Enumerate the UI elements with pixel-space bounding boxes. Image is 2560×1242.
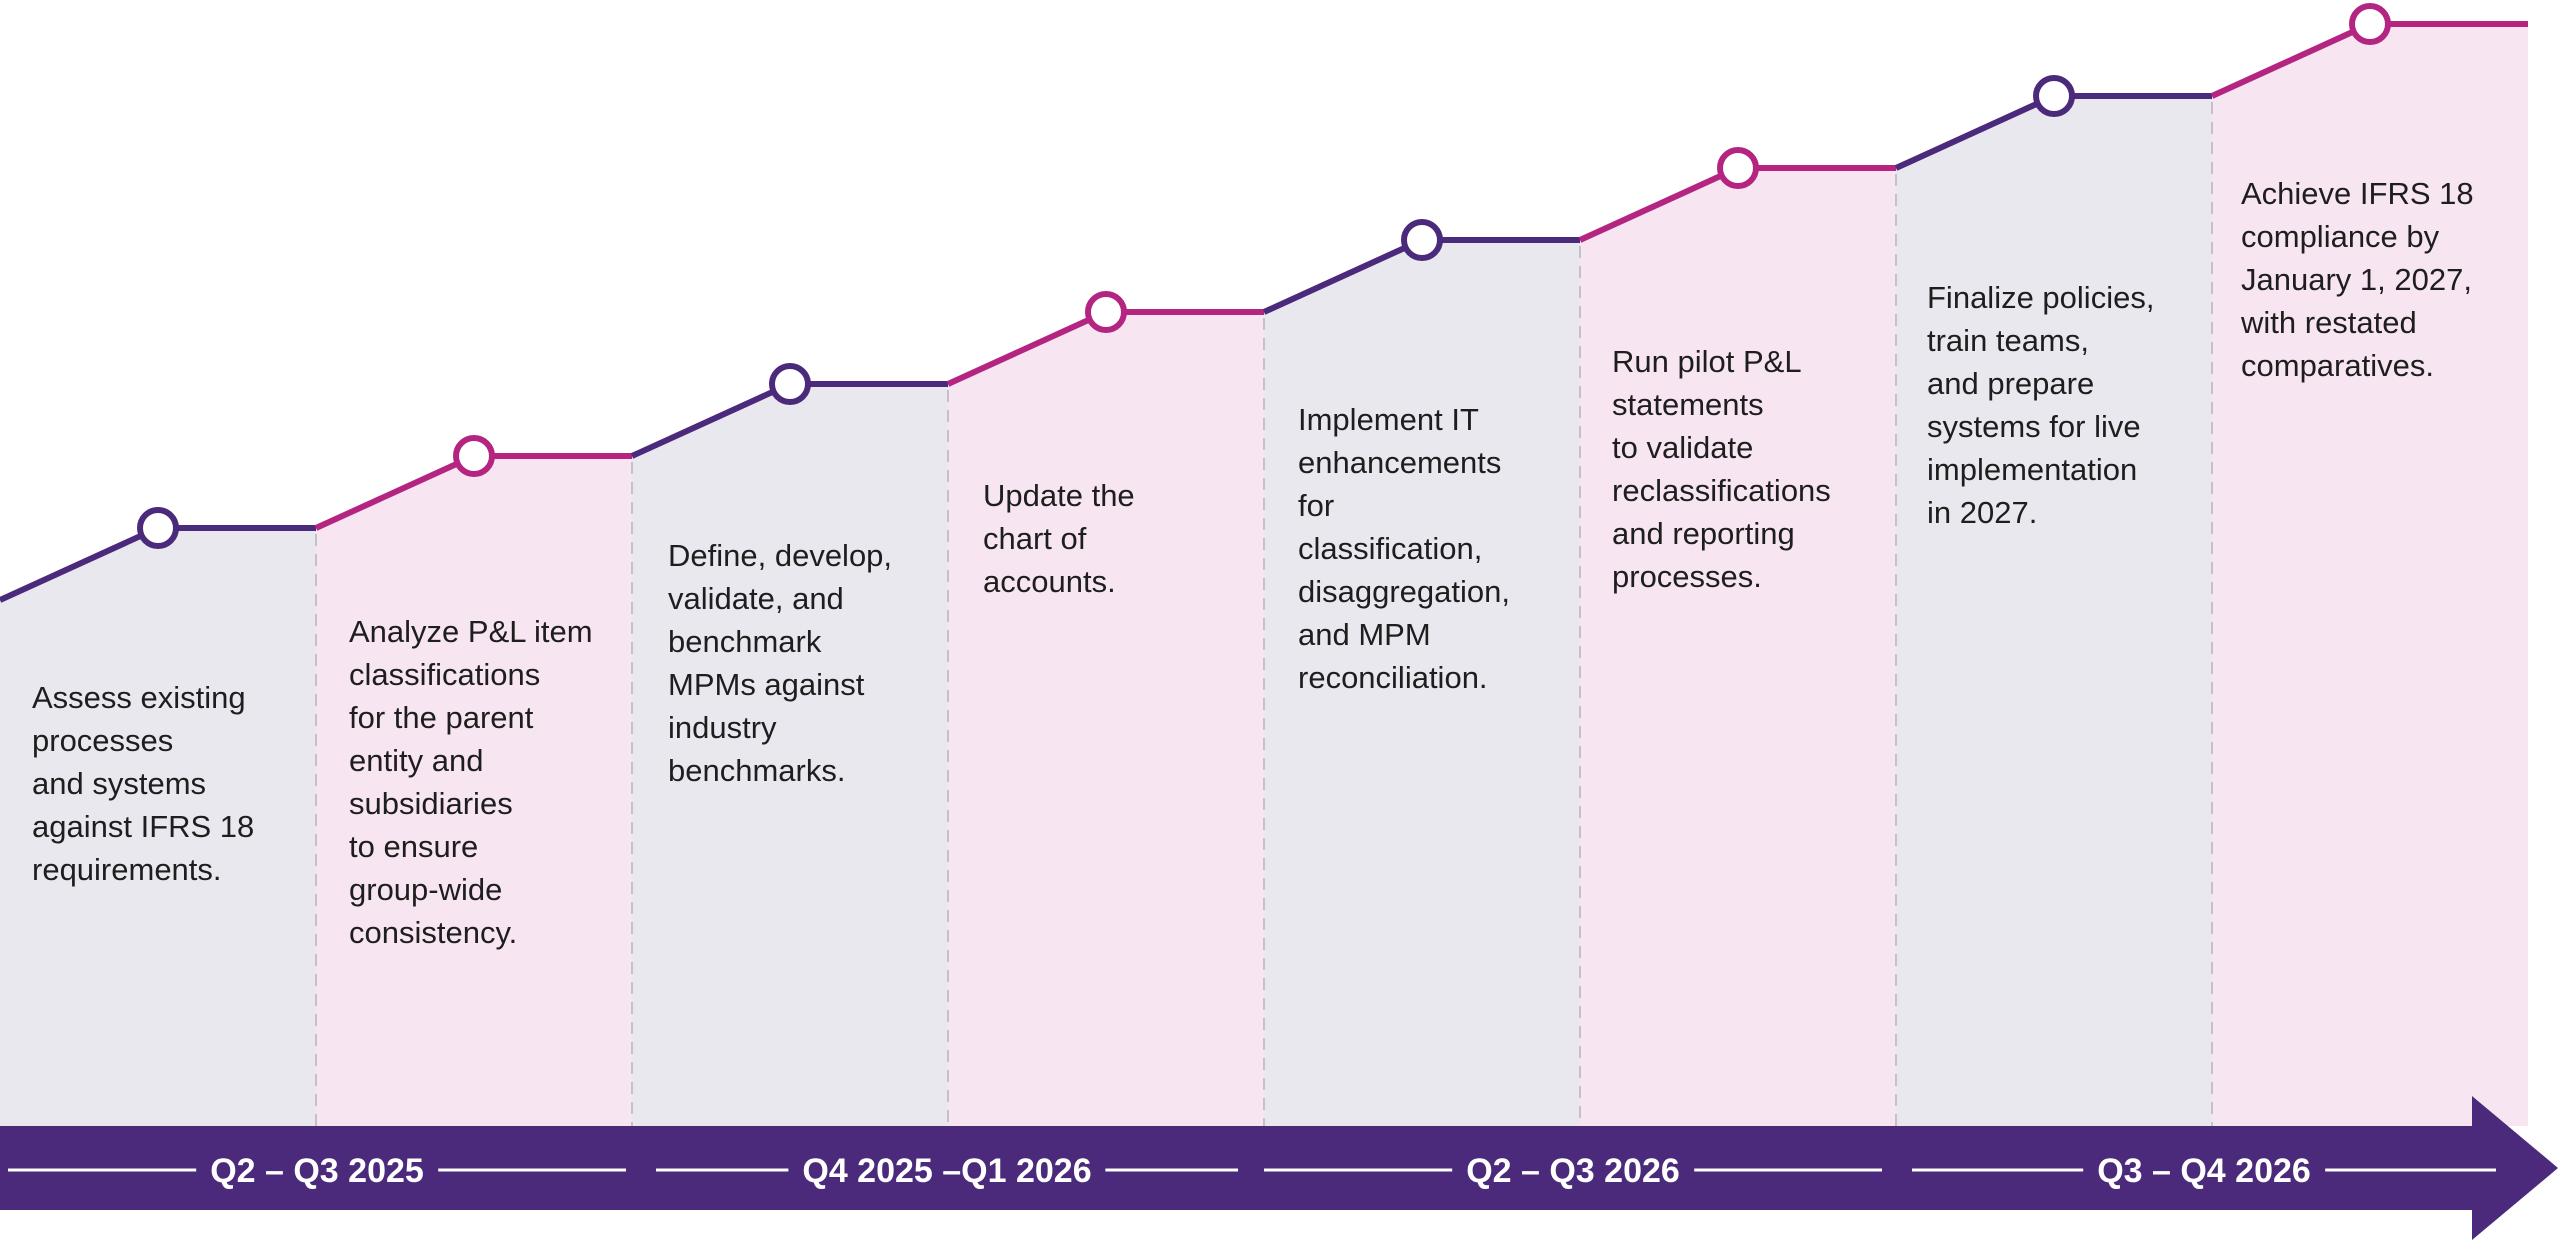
step-7-panel [1896,96,2212,1126]
step-5-description: Implement IT enhancements for classifica… [1298,402,1510,695]
step-2-panel [316,456,632,1126]
step-1-panel [0,528,316,1126]
step-8-description: Achieve IFRS 18 compliance by January 1,… [2241,176,2474,383]
step-2-description: Analyze P&L item classifications for the… [349,614,593,950]
period-label-4: Q3 – Q4 2026 [2083,1146,2325,1196]
period-label-3: Q2 – Q3 2026 [1452,1146,1694,1196]
step-7-description: Finalize policies, train teams, and prep… [1927,280,2155,530]
step-8-milestone-marker [2349,3,2391,45]
period-label-2: Q4 2025 –Q1 2026 [788,1146,1106,1196]
step-panels [0,24,2528,1126]
step-3-panel [632,384,948,1126]
step-3-milestone-marker [769,363,811,405]
step-4-panel [948,312,1264,1126]
timeline-arrow-band [0,1096,2558,1240]
step-dividers [315,102,2213,1126]
step-5-panel [1264,240,1580,1126]
step-2-milestone-marker [453,435,495,477]
step-6-panel [1580,168,1896,1126]
step-7-milestone-marker [2033,75,2075,117]
step-6-description: Run pilot P&L statements to validate rec… [1612,344,1831,594]
step-3-description: Define, develop, validate, and benchmark… [668,538,893,788]
step-1-milestone-marker [137,507,179,549]
step-5-milestone-marker [1401,219,1443,261]
step-8-panel [2212,24,2528,1126]
step-1-description: Assess existing processes and systems ag… [32,680,255,887]
milestone-markers [137,3,2391,549]
step-4-milestone-marker [1085,291,1127,333]
step-6-milestone-marker [1717,147,1759,189]
period-label-1: Q2 – Q3 2025 [196,1146,438,1196]
step-4-description: Update the chart of accounts. [983,478,1135,599]
